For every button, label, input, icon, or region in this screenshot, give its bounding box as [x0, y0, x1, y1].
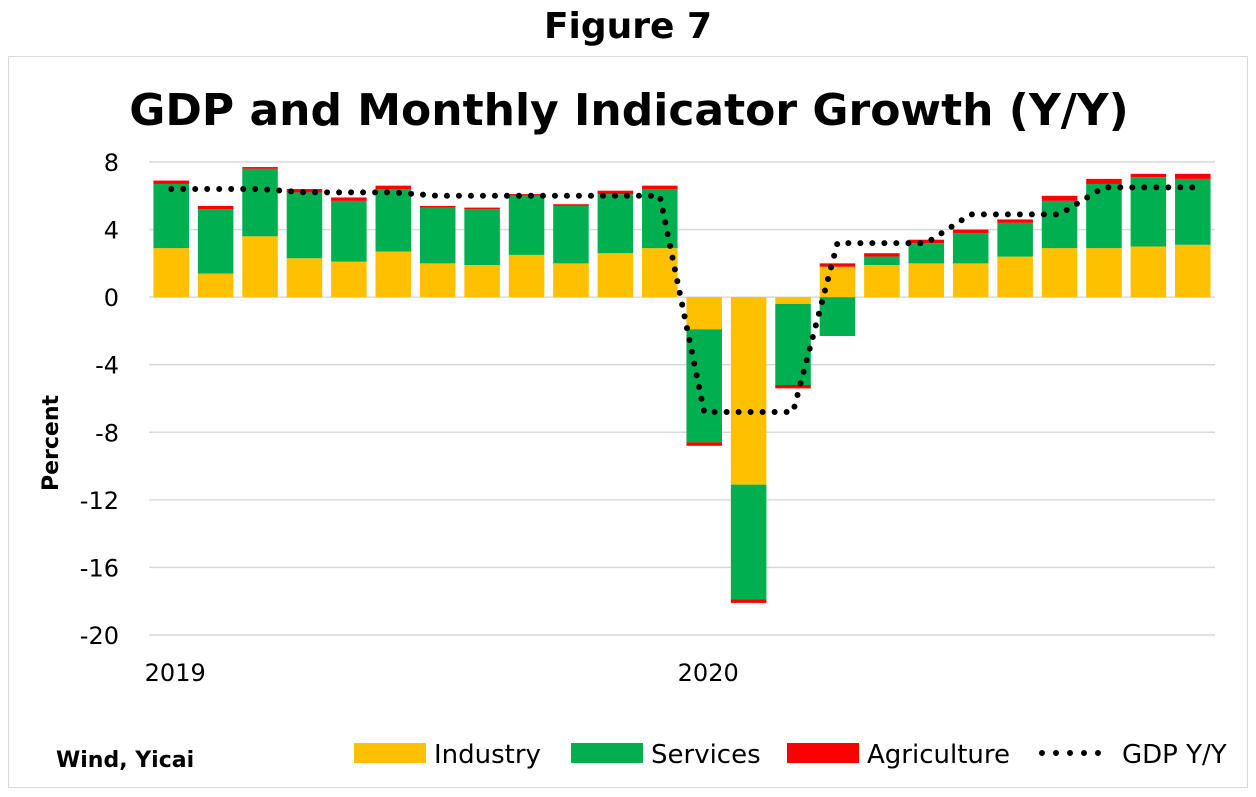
services-bar — [331, 200, 367, 262]
agriculture-bar — [730, 599, 767, 603]
industry-bar — [419, 263, 456, 298]
industry-bar — [197, 273, 234, 298]
services-bar — [375, 189, 412, 252]
agriculture-bar — [908, 239, 945, 244]
industry-bar — [242, 236, 278, 298]
industry-bar — [508, 254, 545, 298]
services-bar — [1130, 177, 1167, 247]
industry-bar — [153, 248, 189, 298]
agriculture-bar — [642, 185, 678, 190]
legend-label-industry: Industry — [434, 740, 541, 770]
services-bar — [908, 243, 945, 264]
x-tick-label: 2019 — [145, 659, 206, 687]
services-bar — [730, 484, 767, 600]
agriculture-bar — [331, 197, 367, 201]
agriculture-bar — [997, 219, 1033, 223]
services-bar — [153, 183, 189, 249]
industry-bar — [686, 297, 722, 330]
services-bar — [553, 205, 589, 264]
services-bar — [419, 207, 456, 264]
y-tick-labels: 8 4 0 -4 -8 -12 -16 -20 — [80, 149, 119, 650]
industry-bar — [464, 265, 500, 298]
x-tick-labels: 2019 2020 — [145, 659, 739, 687]
industry-bar — [597, 253, 634, 298]
industry-bar — [864, 265, 900, 298]
agriculture-bar — [153, 180, 189, 184]
industry-bar — [952, 263, 989, 298]
industry-bar — [1086, 248, 1122, 298]
services-bar — [1086, 183, 1122, 249]
services-bar — [508, 195, 545, 255]
industry-bar — [331, 261, 367, 298]
services-bar — [597, 194, 634, 254]
source-note: Wind, Yicai — [56, 748, 195, 773]
y-tick-label: -20 — [80, 622, 119, 650]
legend-label-services: Services — [651, 740, 761, 770]
services-bar — [819, 297, 856, 336]
industry-bar — [1130, 246, 1167, 298]
agriculture-bar — [464, 207, 500, 210]
y-tick-label: -12 — [80, 487, 119, 515]
y-tick-label: 4 — [104, 217, 119, 245]
chart-title: GDP and Monthly Indicator Growth (Y/Y) — [129, 85, 1129, 136]
agriculture-bar — [686, 442, 722, 446]
x-tick-label: 2020 — [678, 659, 739, 687]
y-tick-label: -4 — [95, 352, 119, 380]
chart-svg: GDP and Monthly Indicator Growth (Y/Y) P… — [39, 85, 1227, 770]
services-bar — [464, 209, 500, 266]
legend: Industry Services Agriculture GDP Y/Y — [354, 740, 1227, 770]
services-bar — [864, 256, 900, 266]
industry-bar — [997, 256, 1033, 298]
industry-bar — [1175, 244, 1211, 298]
agriculture-bar — [375, 185, 412, 190]
industry-bar — [286, 258, 323, 298]
industry-bar — [375, 251, 412, 298]
services-bar — [997, 222, 1033, 257]
agriculture-bar — [864, 253, 900, 257]
agriculture-bar — [1041, 195, 1078, 201]
y-tick-label: 8 — [104, 149, 119, 177]
services-bar — [686, 329, 722, 443]
y-tick-label: 0 — [104, 284, 119, 312]
services-bar — [1041, 200, 1078, 249]
agriculture-bar — [597, 190, 634, 195]
legend-swatch-agriculture — [787, 743, 859, 763]
gdp-line — [168, 184, 1196, 416]
agriculture-bar — [242, 167, 278, 169]
agriculture-bar — [553, 204, 589, 206]
agriculture-bar — [1086, 178, 1122, 184]
y-tick-label: -8 — [95, 419, 119, 447]
agriculture-bar — [819, 263, 856, 267]
agriculture-bar — [508, 194, 545, 196]
gdp-line-layer — [168, 184, 1196, 416]
agriculture-bar — [775, 384, 811, 389]
industry-bar — [553, 263, 589, 298]
figure-label: Figure 7 — [543, 6, 713, 47]
y-axis-label: Percent — [39, 395, 64, 492]
services-bar — [197, 209, 234, 274]
agriculture-bar — [197, 205, 234, 210]
y-tick-label: -16 — [80, 554, 119, 582]
industry-bar — [908, 263, 945, 298]
industry-bar — [775, 297, 811, 304]
services-bar — [242, 168, 278, 237]
industry-bar — [730, 297, 767, 485]
chart-frame: GDP and Monthly Indicator Growth (Y/Y) P… — [8, 56, 1248, 788]
agriculture-bar — [1175, 173, 1211, 179]
legend-label-agriculture: Agriculture — [867, 740, 1010, 770]
bar-layer — [153, 167, 1211, 603]
legend-swatch-services — [571, 743, 643, 763]
legend-swatch-industry — [354, 743, 426, 763]
agriculture-bar — [419, 205, 456, 208]
agriculture-bar — [952, 229, 989, 233]
services-bar — [286, 192, 323, 259]
industry-bar — [1041, 248, 1078, 298]
services-bar — [952, 232, 989, 264]
agriculture-bar — [1130, 173, 1167, 178]
grid-layer — [149, 161, 1215, 636]
legend-label-gdp: GDP Y/Y — [1122, 740, 1227, 770]
